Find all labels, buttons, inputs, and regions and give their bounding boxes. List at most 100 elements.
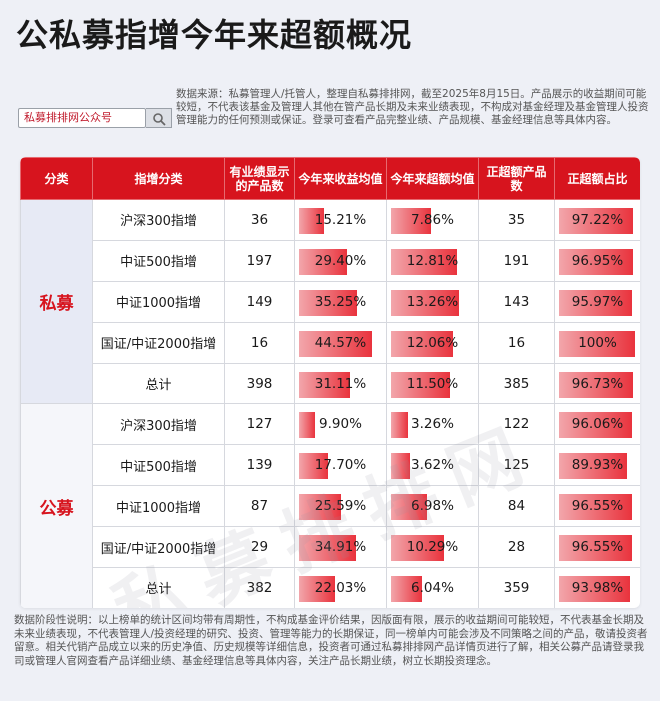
positive-ratio-value: 96.55% [571, 498, 624, 515]
ytd-return-value: 22.03% [314, 579, 367, 596]
table-row: 总计 382 22.03% 6.04% 359 93.98% [21, 567, 640, 608]
search-icon [153, 113, 166, 126]
positive-ratio-bar [559, 289, 632, 316]
search-input[interactable]: 私募排排网公众号 [18, 108, 146, 128]
ytd-return-value: 31.11% [314, 375, 367, 392]
product-count-cell: 29 [224, 526, 295, 569]
ytd-return-cell: 15.21% [294, 199, 387, 241]
ytd-excess-bar [391, 289, 459, 316]
ytd-excess-value: 11.50% [406, 375, 459, 392]
ytd-return-cell: 22.03% [294, 567, 387, 608]
search-button[interactable] [146, 108, 172, 128]
ytd-return-bar [299, 208, 324, 234]
ytd-return-bar [299, 371, 351, 398]
positive-ratio-value: 96.95% [571, 252, 624, 269]
ytd-return-cell: 44.57% [294, 321, 387, 364]
ytd-excess-value: 7.86% [411, 211, 454, 228]
header-category: 分类 [20, 157, 93, 200]
index-type-cell: 中证500指增 [92, 239, 225, 282]
positive-ratio-value: 93.98% [571, 579, 624, 596]
positive-ratio-value: 100% [578, 334, 617, 351]
ytd-excess-bar [391, 412, 408, 439]
ytd-excess-cell: 13.26% [386, 280, 479, 323]
index-enhanced-table: 分类 指增分类 有业绩显示的产品数 今年来收益均值 今年来超额均值 正超额产品数… [20, 157, 640, 608]
index-type-cell: 沪深300指增 [92, 403, 225, 446]
data-table-card: 分类 指增分类 有业绩显示的产品数 今年来收益均值 今年来超额均值 正超额产品数… [20, 157, 640, 608]
positive-count-cell: 143 [478, 280, 555, 323]
ytd-excess-bar [391, 494, 427, 521]
table-header-row: 分类 指增分类 有业绩显示的产品数 今年来收益均值 今年来超额均值 正超额产品数… [20, 157, 640, 200]
ytd-return-bar [299, 330, 373, 357]
ytd-excess-value: 3.62% [411, 457, 454, 474]
positive-ratio-cell: 97.22% [554, 199, 640, 241]
table-row: 国证/中证2000指增 16 44.57% 12.06% 16 100% [21, 321, 640, 364]
ytd-return-cell: 17.70% [294, 444, 387, 487]
ytd-return-bar [299, 412, 316, 439]
positive-ratio-cell: 96.55% [554, 526, 640, 569]
positive-count-cell: 84 [478, 485, 555, 528]
ytd-return-value: 17.70% [314, 457, 367, 474]
ytd-return-value: 34.91% [314, 539, 367, 556]
index-type-cell: 国证/中证2000指增 [92, 526, 225, 569]
ytd-return-bar [299, 248, 348, 275]
ytd-return-cell: 34.91% [294, 526, 387, 569]
ytd-excess-cell: 12.81% [386, 239, 479, 282]
table-row: 中证1000指增 149 35.25% 13.26% 143 95.97% [21, 280, 640, 323]
product-count-cell: 36 [224, 199, 295, 241]
positive-ratio-bar [559, 330, 635, 357]
page-title: 公私募指增今年来超额概况 [16, 16, 413, 54]
positive-ratio-cell: 100% [554, 321, 640, 364]
ytd-excess-value: 3.26% [411, 416, 454, 433]
product-count-cell: 139 [224, 444, 295, 487]
ytd-excess-bar [391, 330, 453, 357]
ytd-excess-cell: 3.26% [386, 403, 479, 446]
product-count-cell: 127 [224, 403, 295, 446]
ytd-return-bar [299, 535, 357, 562]
ytd-excess-bar [391, 576, 422, 603]
table-row: 总计 398 31.11% 11.50% 385 96.73% [21, 362, 640, 405]
ytd-excess-bar [391, 248, 457, 275]
table-row: 公募 沪深300指增 127 9.90% 3.26% 122 96.06% [20, 403, 640, 608]
positive-ratio-bar [559, 494, 633, 521]
positive-ratio-cell: 96.06% [554, 403, 640, 446]
table-row: 国证/中证2000指增 29 34.91% 10.29% 28 96.55% [21, 526, 640, 569]
table-row: 中证500指增 139 17.70% 3.62% 125 89.93% [21, 444, 640, 487]
ytd-excess-bar [391, 208, 432, 234]
ytd-return-cell: 25.59% [294, 485, 387, 528]
positive-count-cell: 125 [478, 444, 555, 487]
ytd-return-value: 29.40% [314, 252, 367, 269]
product-count-cell: 149 [224, 280, 295, 323]
ytd-excess-bar [391, 535, 444, 562]
category-cell: 私募 [20, 198, 93, 405]
ytd-excess-cell: 11.50% [386, 362, 479, 405]
product-count-cell: 382 [224, 567, 295, 608]
ytd-excess-cell: 6.98% [386, 485, 479, 528]
ytd-excess-value: 13.26% [406, 293, 459, 310]
ytd-return-cell: 29.40% [294, 239, 387, 282]
ytd-return-bar [299, 289, 357, 316]
header-positive-ratio: 正超额占比 [554, 157, 640, 200]
index-type-cell: 总计 [92, 362, 225, 405]
positive-count-cell: 122 [478, 403, 555, 446]
positive-ratio-cell: 96.55% [554, 485, 640, 528]
positive-ratio-cell: 95.97% [554, 280, 640, 323]
positive-ratio-cell: 96.73% [554, 362, 640, 405]
table-row: 私募 沪深300指增 36 15.21% 7.86% 35 97.22% [20, 198, 640, 405]
ytd-return-value: 15.21% [314, 211, 367, 228]
positive-count-cell: 16 [478, 321, 555, 364]
source-note: 数据来源：私募管理人/托管人，整理自私募排排网，截至2025年8月15日。产品展… [176, 88, 649, 126]
positive-ratio-bar [559, 248, 633, 275]
positive-count-cell: 385 [478, 362, 555, 405]
positive-ratio-value: 96.55% [571, 539, 624, 556]
positive-ratio-value: 96.73% [571, 375, 624, 392]
ytd-return-value: 9.90% [319, 416, 362, 433]
product-count-cell: 16 [224, 321, 295, 364]
index-type-cell: 中证500指增 [92, 444, 225, 487]
positive-ratio-bar [559, 371, 633, 398]
index-type-cell: 总计 [92, 567, 225, 608]
ytd-excess-bar [391, 371, 450, 398]
positive-ratio-value: 96.06% [571, 416, 624, 433]
ytd-return-value: 44.57% [314, 334, 367, 351]
category-cell: 公募 [20, 403, 93, 608]
ytd-return-cell: 9.90% [294, 403, 387, 446]
